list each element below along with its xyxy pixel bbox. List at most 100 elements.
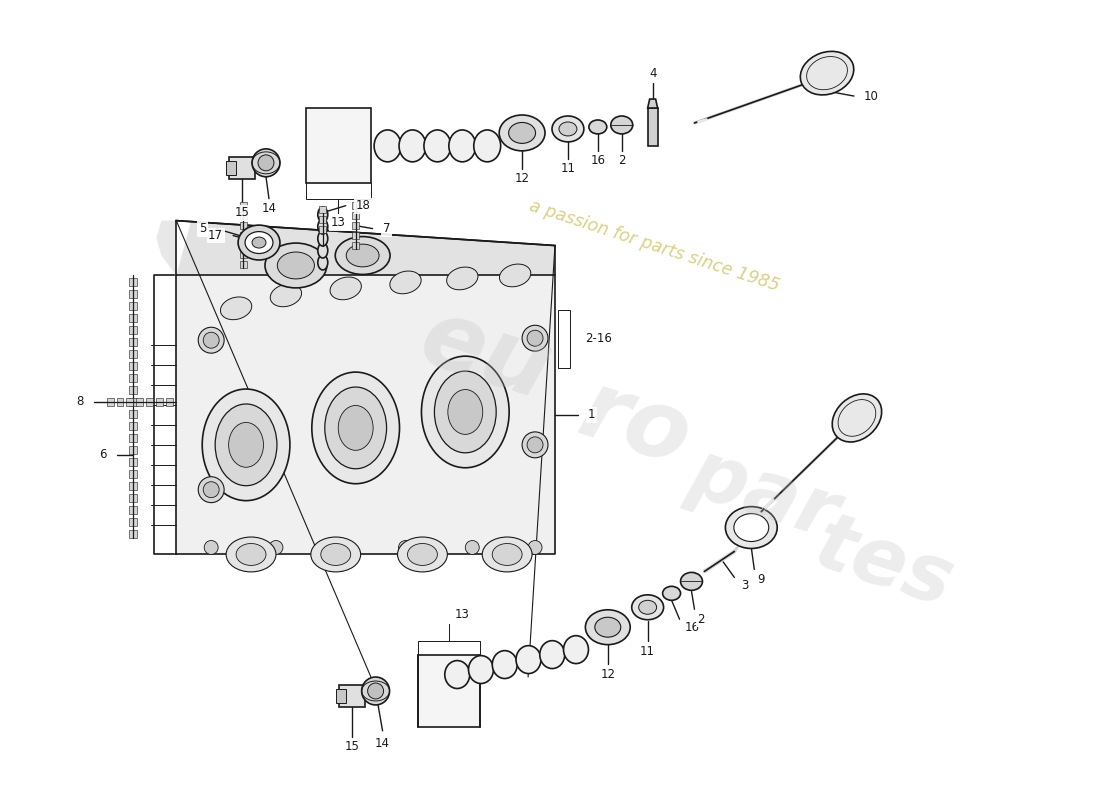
Text: 16: 16 [684,621,700,634]
Ellipse shape [801,51,854,95]
Bar [352,202,360,209]
Ellipse shape [389,271,421,294]
Bar [240,262,246,269]
Bar [130,422,138,430]
Ellipse shape [245,231,273,254]
Text: 15: 15 [344,740,359,754]
Text: 4: 4 [649,66,657,80]
Text: 2-16: 2-16 [585,332,612,345]
Bar [240,251,246,258]
Bar [130,326,138,334]
Bar [130,398,138,406]
Bar [306,108,371,182]
Circle shape [204,332,219,348]
Ellipse shape [318,207,328,222]
Bar [156,398,163,406]
Bar [240,231,246,238]
Bar [130,350,138,358]
Bar [130,386,138,394]
Text: 14: 14 [375,738,390,750]
Bar [319,216,327,222]
Ellipse shape [449,130,476,162]
Bar [130,518,138,526]
Text: 13: 13 [455,608,470,621]
Ellipse shape [833,394,881,442]
Text: 2: 2 [697,613,705,626]
Bar [227,161,236,174]
Text: 16: 16 [591,154,605,167]
Ellipse shape [346,244,380,267]
Ellipse shape [330,277,362,300]
Text: 12: 12 [601,667,615,681]
Ellipse shape [516,646,541,674]
Text: par: par [680,434,848,555]
Ellipse shape [236,543,266,566]
Ellipse shape [374,130,401,162]
Bar [319,226,327,233]
Ellipse shape [734,514,769,542]
Circle shape [527,330,543,346]
Circle shape [465,541,480,554]
Ellipse shape [639,600,657,614]
Bar [130,530,138,538]
Bar [130,506,138,514]
Text: 15: 15 [234,206,250,219]
Bar [117,398,123,406]
Ellipse shape [265,243,327,288]
Ellipse shape [493,650,517,678]
Ellipse shape [499,264,531,286]
Bar [352,231,360,238]
Ellipse shape [588,120,607,134]
Bar [146,398,153,406]
Circle shape [398,541,412,554]
Polygon shape [648,99,658,108]
Ellipse shape [318,255,328,270]
Text: 9: 9 [757,573,764,586]
Ellipse shape [238,225,279,260]
Ellipse shape [338,406,373,450]
Polygon shape [176,275,556,554]
Ellipse shape [631,595,663,620]
Bar [240,222,246,229]
Text: 11: 11 [640,645,656,658]
Circle shape [522,432,548,458]
Circle shape [528,541,542,554]
Text: 1: 1 [587,409,595,422]
Bar [130,494,138,502]
Ellipse shape [318,231,328,246]
Bar [130,374,138,382]
Ellipse shape [277,252,315,279]
Ellipse shape [492,543,522,566]
Circle shape [362,677,389,705]
Circle shape [527,437,543,453]
Ellipse shape [434,371,496,453]
Ellipse shape [469,656,494,683]
Circle shape [205,541,218,554]
Bar [130,434,138,442]
Ellipse shape [552,116,584,142]
Bar [130,290,138,298]
Ellipse shape [321,543,351,566]
Circle shape [204,482,219,498]
Ellipse shape [681,572,703,590]
Ellipse shape [424,130,451,162]
Text: a passion for parts since 1985: a passion for parts since 1985 [527,197,782,294]
Circle shape [522,326,548,351]
Bar [130,338,138,346]
Ellipse shape [311,537,361,572]
Circle shape [198,327,224,353]
Bar [558,310,570,368]
Ellipse shape [585,610,630,645]
Bar [240,242,246,249]
Circle shape [198,477,224,502]
Ellipse shape [318,219,328,234]
Text: 18: 18 [355,199,371,212]
Bar [107,398,113,406]
Text: 13: 13 [330,216,345,229]
Ellipse shape [311,372,399,484]
Text: 10: 10 [864,90,879,102]
Ellipse shape [725,506,778,549]
Bar [130,314,138,322]
Ellipse shape [399,130,426,162]
Circle shape [333,541,348,554]
